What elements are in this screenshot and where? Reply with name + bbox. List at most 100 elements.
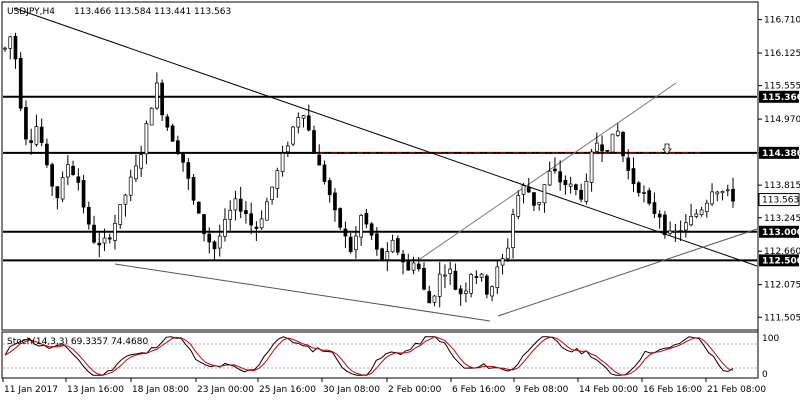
rising-trendline <box>497 228 758 317</box>
candle-body <box>233 198 238 211</box>
candle-body <box>699 209 704 215</box>
candle-body <box>484 275 489 295</box>
price-tick-label: 116.710 <box>764 16 800 26</box>
stoch-main-line <box>4 336 734 376</box>
time-tick-label: 25 Jan 16:00 <box>259 385 316 395</box>
candle-body <box>411 262 416 271</box>
candle-body <box>652 202 657 214</box>
candle-body <box>731 188 735 202</box>
time-tick-label: 23 Jan 00:00 <box>197 385 254 395</box>
stoch-tick-label: 100 <box>762 334 779 344</box>
level-price-label: 113.000 <box>762 228 800 238</box>
candle-body <box>149 107 154 126</box>
candle-body <box>516 195 521 217</box>
candle-body <box>259 218 264 229</box>
candle-body <box>422 267 426 290</box>
candle-body <box>469 274 473 294</box>
candle-body <box>86 207 91 225</box>
candle-body <box>375 233 379 250</box>
candle-body <box>134 165 138 180</box>
candle-body <box>228 209 233 220</box>
candle-body <box>474 276 479 278</box>
descending-trendline <box>13 7 758 267</box>
time-tick-label: 11 Jan 2017 <box>4 385 58 395</box>
candle-body <box>579 189 583 200</box>
candle-body <box>495 266 500 288</box>
candle-body <box>338 208 343 228</box>
price-tick-label: 114.970 <box>764 115 800 125</box>
candle-body <box>537 202 542 205</box>
candle-body <box>605 149 610 152</box>
ohlc-close: 113.563 <box>194 7 231 17</box>
ohlc-open: 113.466 <box>74 7 111 17</box>
candle-body <box>395 238 400 253</box>
price-tick-label: 111.505 <box>764 313 800 323</box>
candle-body <box>710 191 714 205</box>
candle-body <box>249 213 254 226</box>
candle-body <box>118 204 123 225</box>
candle-body <box>317 154 322 166</box>
time-tick-label: 2 Feb 00:00 <box>388 385 442 395</box>
candle-body <box>443 274 447 277</box>
candle-body <box>521 185 526 195</box>
candle-body <box>113 223 117 241</box>
candle-body <box>170 125 175 142</box>
candle-body <box>76 176 81 183</box>
candle-body <box>568 183 573 187</box>
candle-body <box>160 82 164 116</box>
candle-body <box>589 151 594 183</box>
candle-body <box>678 230 683 232</box>
candle-body <box>296 117 301 128</box>
candle-body <box>547 170 552 186</box>
candle-body <box>71 165 75 176</box>
candle-body <box>542 184 547 204</box>
candle-body <box>464 290 468 294</box>
candle-body <box>92 224 96 243</box>
candle-body <box>500 258 505 266</box>
level-price-box <box>759 146 799 159</box>
candle-body <box>139 154 144 169</box>
candle-body <box>212 241 217 250</box>
candle-body <box>647 190 652 204</box>
candle-body <box>181 153 185 163</box>
candle-body <box>715 191 720 195</box>
price-tick-label: 112.075 <box>764 281 800 291</box>
candle-body <box>8 36 13 49</box>
candle-body <box>306 115 311 131</box>
candle-body <box>128 176 133 196</box>
candle-body <box>343 228 348 237</box>
candle-body <box>81 180 86 208</box>
time-axis: 11 Jan 2017 13 Jan 16:00 18 Jan 08:00 23 Ja… <box>2 378 766 395</box>
candle-body <box>13 36 18 60</box>
candle-body <box>610 133 615 153</box>
stoch-signal-line <box>4 336 734 376</box>
candle-body <box>720 191 725 194</box>
horizontal-levels-layer <box>3 95 757 262</box>
price-tick-label: 116.125 <box>764 49 800 59</box>
lower-support-trendline <box>114 263 491 322</box>
level-price-box <box>759 225 799 238</box>
candle-body <box>615 130 620 136</box>
candle-body <box>668 230 673 234</box>
candle-body <box>60 177 65 200</box>
price-tick-label: 112.660 <box>764 247 800 257</box>
price-tick-label: 115.555 <box>764 82 800 92</box>
candle-body <box>631 168 636 185</box>
candle-body <box>107 237 112 240</box>
candle-body <box>453 270 458 290</box>
candle-body <box>479 273 484 278</box>
candle-body <box>432 295 437 303</box>
chart-symbol-title: USDJPY,H4 <box>7 7 55 17</box>
candle-body <box>24 107 28 140</box>
candle-body <box>301 115 306 119</box>
candle-body <box>280 152 285 172</box>
candle-body <box>50 164 54 187</box>
candle-body <box>202 214 206 235</box>
candle-body <box>191 177 196 201</box>
candle-body <box>505 247 510 260</box>
candle-body <box>354 235 358 251</box>
candle-body <box>254 226 259 229</box>
time-tick-label: 9 Feb 08:00 <box>515 385 569 395</box>
